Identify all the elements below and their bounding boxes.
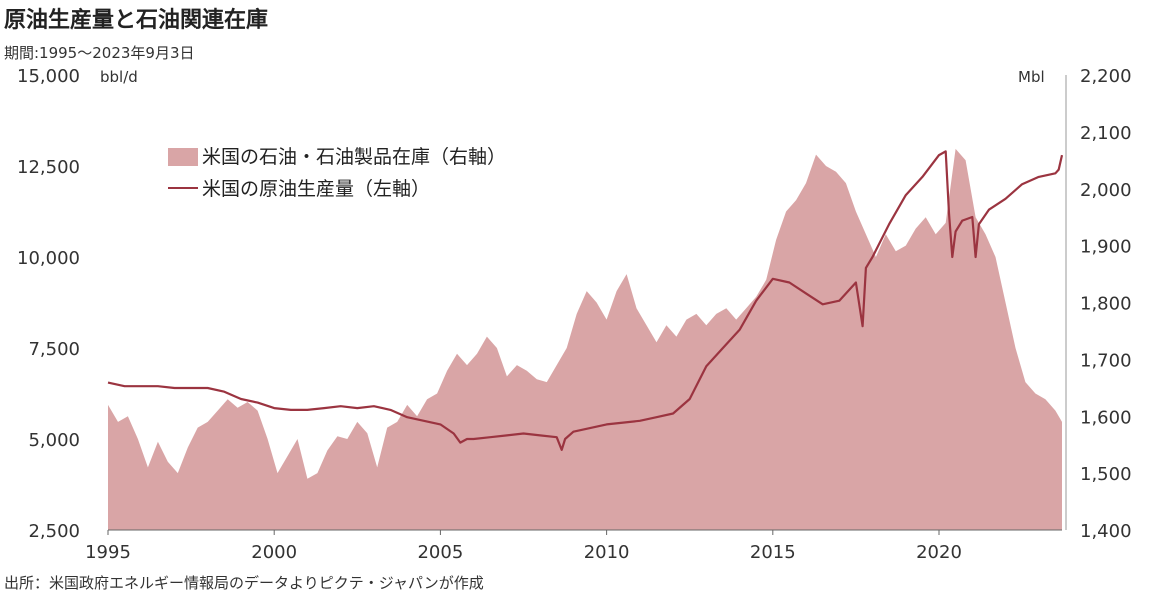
- source-note: 出所：米国政府エネルギー情報局のデータよりピクテ・ジャパンが作成: [4, 574, 484, 592]
- period-label: 期間:1995～2023年9月3日: [4, 44, 195, 62]
- right-tick-label: 1,700: [1080, 350, 1132, 371]
- left-tick-label: 5,000: [28, 430, 80, 451]
- x-tick-label: 2010: [584, 542, 630, 563]
- right-tick-label: 1,500: [1080, 464, 1132, 485]
- production-line-layer: [107, 150, 1064, 451]
- legend-label-inventory: 米国の石油・石油製品在庫（右軸）: [202, 146, 506, 168]
- left-tick-label: 15,000: [17, 66, 80, 87]
- x-tick-label: 2020: [916, 542, 962, 563]
- right-tick-label: 1,800: [1080, 294, 1132, 315]
- right-tick-label: 1,600: [1080, 407, 1132, 428]
- right-tick-label: 2,000: [1080, 180, 1132, 201]
- right-tick-label: 2,200: [1080, 66, 1132, 87]
- chart-title: 原油生産量と石油関連在庫: [4, 8, 269, 33]
- right-tick-label: 2,100: [1080, 123, 1132, 144]
- legend-swatch-inventory: [168, 148, 198, 166]
- inventory-area: [108, 148, 1062, 530]
- legend: 米国の石油・石油製品在庫（右軸） 米国の原油生産量（左軸）: [168, 146, 506, 200]
- left-tick-label: 2,500: [28, 521, 80, 542]
- left-axis-unit: bbl/d: [100, 68, 138, 86]
- right-tick-label: 1,400: [1080, 521, 1132, 542]
- production-line: [107, 150, 1064, 451]
- x-tick-label: 2015: [750, 542, 796, 563]
- right-axis-unit: Mbl: [1018, 68, 1045, 86]
- axes-layer: 1995 2000 2005 2010 2015 2020 15,000 12,500 10,0…: [17, 66, 1132, 563]
- legend-label-production: 米国の原油生産量（左軸）: [202, 178, 430, 200]
- left-tick-label: 10,000: [17, 248, 80, 269]
- right-tick-label: 1,900: [1080, 237, 1132, 258]
- left-tick-label: 7,500: [28, 339, 80, 360]
- x-tick-label: 2000: [251, 542, 297, 563]
- x-tick-label: 2005: [417, 542, 463, 563]
- left-tick-label: 12,500: [17, 157, 80, 178]
- x-tick-label: 1995: [85, 542, 131, 563]
- inventory-area-layer: [108, 148, 1062, 530]
